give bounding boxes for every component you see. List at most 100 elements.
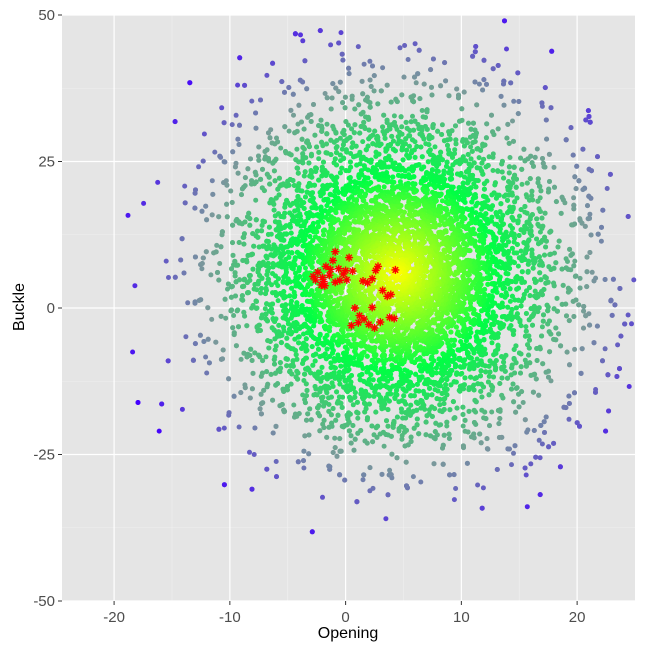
- data-point: [509, 293, 515, 299]
- data-point: [408, 402, 414, 408]
- data-point: [205, 336, 211, 342]
- data-point: [468, 374, 474, 380]
- data-point: [334, 389, 340, 395]
- data-point: [507, 204, 513, 210]
- data-point: [405, 442, 411, 448]
- data-point: [209, 316, 215, 322]
- data-point: [262, 219, 267, 225]
- data-point: [359, 78, 365, 84]
- data-point: [553, 325, 559, 331]
- data-point: [256, 157, 262, 163]
- data-point: [329, 95, 335, 101]
- data-point: [505, 304, 511, 310]
- data-point: [512, 199, 518, 205]
- data-point: [548, 378, 554, 384]
- data-point: [286, 254, 292, 260]
- data-point: [508, 372, 514, 378]
- data-point: [292, 262, 298, 268]
- data-point: [352, 106, 358, 112]
- data-point: [476, 81, 482, 87]
- data-point: [442, 60, 448, 66]
- data-point: [242, 276, 247, 282]
- data-point: [516, 391, 522, 397]
- data-point: [452, 415, 458, 421]
- data-point: [558, 343, 564, 349]
- data-point: [544, 302, 550, 308]
- data-point: [260, 166, 265, 172]
- data-point: [291, 289, 297, 295]
- data-point: [480, 87, 486, 93]
- data-point: [559, 194, 565, 200]
- data-point: [518, 227, 524, 233]
- data-point: [554, 295, 560, 301]
- data-point: [465, 152, 471, 157]
- data-point: [425, 159, 431, 165]
- data-point: [437, 402, 443, 408]
- data-point: [365, 415, 370, 421]
- data-point: [307, 406, 313, 412]
- data-point: [316, 346, 321, 352]
- data-point: [404, 147, 410, 153]
- data-point: [226, 376, 232, 382]
- data-point: [585, 216, 591, 222]
- data-point: [367, 100, 373, 106]
- data-point: [346, 168, 352, 174]
- data-point: [530, 389, 536, 395]
- data-point: [606, 408, 612, 414]
- data-point: [286, 85, 292, 90]
- data-point: [537, 270, 543, 276]
- data-point: [192, 341, 198, 347]
- data-point: [467, 134, 473, 140]
- data-point: [573, 186, 579, 192]
- data-point: [361, 119, 367, 125]
- data-point: [339, 405, 345, 410]
- data-point: [410, 113, 415, 119]
- data-point: [332, 445, 338, 451]
- data-point: [355, 152, 361, 158]
- data-point: [373, 409, 379, 415]
- data-point: [522, 357, 528, 363]
- data-point: [446, 431, 452, 437]
- data-point: [221, 425, 227, 431]
- data-point: [267, 339, 273, 344]
- data-point: [414, 416, 420, 422]
- data-point: [268, 371, 274, 377]
- data-point: [461, 143, 467, 149]
- data-point: [367, 465, 373, 471]
- data-point: [560, 282, 566, 288]
- data-point: [401, 393, 407, 399]
- data-point: [486, 154, 492, 160]
- data-point: [541, 419, 547, 425]
- data-point: [415, 122, 421, 127]
- data-point: [323, 400, 329, 406]
- data-point: [218, 313, 224, 319]
- data-point: [435, 128, 441, 134]
- data-point: [278, 340, 284, 346]
- data-point: [524, 180, 530, 186]
- data-point: [308, 119, 314, 124]
- data-point: [466, 385, 472, 391]
- data-point: [306, 160, 312, 166]
- data-point: [539, 215, 545, 221]
- data-point: [499, 169, 505, 175]
- data-point: [337, 135, 343, 141]
- data-point: [274, 135, 279, 141]
- data-point: [263, 354, 269, 360]
- data-point: [447, 131, 452, 137]
- data-point: [259, 275, 265, 281]
- data-point: [423, 419, 429, 425]
- data-point: [462, 417, 468, 423]
- data-point: [262, 156, 268, 162]
- data-point: [546, 444, 552, 450]
- data-point: [287, 368, 293, 374]
- data-point: [513, 409, 519, 415]
- data-point: [294, 356, 300, 362]
- data-point: [266, 224, 272, 230]
- data-point: [302, 169, 308, 175]
- data-point: [515, 70, 521, 76]
- data-point: [450, 399, 456, 405]
- data-point: [223, 315, 229, 321]
- data-point: [542, 252, 547, 258]
- data-point: [272, 347, 278, 353]
- data-point: [370, 377, 376, 383]
